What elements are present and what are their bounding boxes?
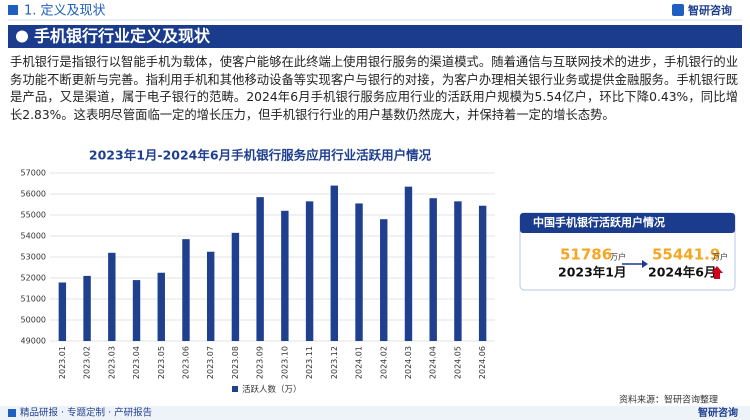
x-tick-label: 2023.12 [330,346,339,379]
card-start-value: 51786 [560,246,612,264]
y-tick-label: 53000 [21,253,46,262]
x-tick-label: 2023.09 [256,346,265,379]
paragraph: 手机银行是指银行以智能手机为载体，使客户能够在此终端上使用银行服务的渠道模式。随… [10,55,738,122]
card-header [520,213,735,233]
card-end-label: 2024年6月 [648,265,717,280]
bar [305,201,314,341]
x-tick-label: 2023.04 [132,346,141,379]
bar [281,210,289,341]
bar [132,280,141,341]
bar [454,201,462,341]
y-tick-label: 50000 [21,316,46,325]
bar [231,232,240,341]
y-tick-label: 49000 [21,337,46,346]
card-start-label: 2023年1月 [558,265,627,280]
x-tick-label: 2023.03 [107,346,116,379]
bar [330,185,339,341]
chart-title: 2023年1月-2024年6月手机银行服务应用行业活跃用户情况 [89,148,432,163]
x-tick-label: 2023.01 [58,346,67,379]
x-tick-label: 2024.01 [355,346,364,379]
bar [478,205,487,341]
y-tick-label: 57000 [21,169,46,178]
logo: 智研咨询 [688,3,732,17]
y-tick-label: 55000 [21,211,46,220]
y-tick-label: 52000 [21,274,46,283]
bar [429,198,437,341]
y-tick-label: 54000 [21,232,46,241]
card-end-value: 55441.9 [652,246,720,264]
card-unit: 万户 [610,252,626,262]
bar [157,272,165,341]
x-tick-label: 2023.06 [181,346,190,379]
x-tick-label: 2023.08 [231,346,240,379]
bar [355,203,363,341]
footer-bar [0,406,750,420]
x-tick-label: 2024.05 [453,346,462,379]
bar [182,239,190,341]
bar [256,197,264,341]
banner-icon [16,30,28,43]
up-arrow [711,266,723,279]
x-tick-label: 2024.02 [379,346,388,379]
x-tick-label: 2023.02 [83,346,92,379]
footer-tagline: 精品研报 · 专题定制 · 产研报告 [20,407,152,419]
legend-swatch [232,386,238,392]
x-tick-label: 2023.07 [206,346,215,379]
section-title: 1. 定义及现状 [24,4,106,19]
source: 资料来源：智研咨询整理 [619,394,718,406]
y-tick-label: 51000 [21,295,46,304]
bar [58,282,67,341]
x-tick-label: 2023.10 [280,346,289,379]
bar [380,219,388,341]
footer-icon [8,409,16,417]
bar [108,252,116,341]
section-icon [8,5,18,15]
x-tick-label: 2023.05 [157,346,166,379]
footer-logo: 智研咨询 [698,406,738,419]
bar [404,186,413,341]
card-unit: 万户 [712,252,728,262]
bar [83,275,91,341]
bar [206,251,215,341]
card-arrow-head [642,260,648,268]
y-tick-label: 56000 [21,190,46,199]
banner [8,25,742,48]
x-tick-label: 2023.11 [305,346,314,379]
x-tick-label: 2024.06 [478,346,487,379]
x-tick-label: 2024.03 [404,346,413,379]
banner-title: 手机银行行业定义及现状 [34,27,211,46]
x-tick-label: 2024.04 [429,346,438,379]
legend-label: 活跃人数（万） [242,384,302,395]
card-title: 中国手机银行活跃用户情况 [533,215,665,229]
logo-icon [672,4,684,16]
